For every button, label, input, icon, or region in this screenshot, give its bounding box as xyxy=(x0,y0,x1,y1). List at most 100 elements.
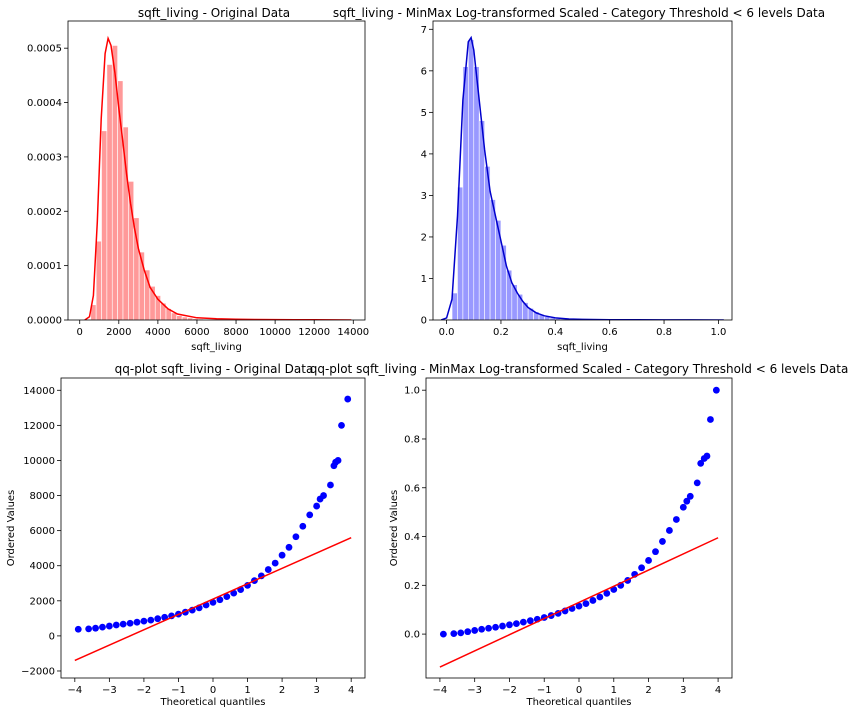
y-tick-label: 4 xyxy=(421,149,427,160)
x-tick-label: 3 xyxy=(680,685,686,696)
qq-point xyxy=(344,395,352,403)
histogram-bar xyxy=(176,315,183,320)
plot-area xyxy=(440,35,724,320)
y-tick-label: 8000 xyxy=(30,491,55,502)
x-tick-label: 12000 xyxy=(298,327,330,338)
y-tick-label: 14000 xyxy=(23,386,55,397)
y-tick-label: 2000 xyxy=(30,596,55,607)
histogram-bar xyxy=(506,269,513,320)
qq-point xyxy=(703,452,711,460)
x-tick-label: 4 xyxy=(348,685,354,696)
fit-line xyxy=(439,537,719,668)
qq-point xyxy=(693,479,701,487)
x-tick-label: 14000 xyxy=(337,327,369,338)
y-tick-label: 0.0001 xyxy=(27,261,62,272)
qq-point xyxy=(582,600,590,608)
x-tick-label: −4 xyxy=(433,685,448,696)
x-tick-label: 1.0 xyxy=(710,327,726,338)
qq-point xyxy=(119,620,127,628)
qq-point xyxy=(492,623,499,631)
histogram-bar xyxy=(468,39,475,320)
x-tick-label: 2 xyxy=(645,685,651,696)
y-tick-label: 0.0 xyxy=(404,630,420,641)
qq-point xyxy=(92,624,99,632)
histogram-bar xyxy=(133,217,140,320)
qq-point xyxy=(327,481,334,489)
x-tick-label: 0.4 xyxy=(547,327,563,338)
y-tick-label: 5 xyxy=(421,108,427,119)
qq-point xyxy=(264,566,272,573)
qq-point xyxy=(126,619,134,627)
qq-point xyxy=(147,616,155,624)
y-tick-label: 2 xyxy=(421,232,427,243)
qq-point xyxy=(306,511,314,519)
x-tick-label: 0.6 xyxy=(602,327,618,338)
y-tick-label: 4000 xyxy=(30,561,55,572)
x-tick-label: 4 xyxy=(715,685,721,696)
histogram-bar xyxy=(462,66,469,320)
y-tick-label: 7 xyxy=(421,25,427,36)
x-tick-label: 3 xyxy=(313,685,319,696)
qq-point xyxy=(575,602,583,610)
chart-p1: 0 2000 4000 6000 8000 10000 12000 14000 0.0000 0.… xyxy=(27,6,369,353)
x-tick-label: −3 xyxy=(102,685,117,696)
qq-point xyxy=(686,492,694,500)
y-tick-label: 0.4 xyxy=(404,532,420,543)
x-tick-label: 0 xyxy=(77,327,83,338)
x-tick-label: 6000 xyxy=(184,327,209,338)
histogram-bar xyxy=(181,316,188,320)
x-tick-label: −2 xyxy=(137,685,152,696)
qq-point xyxy=(154,615,162,623)
x-axis-label: Theoretical quantiles xyxy=(159,697,265,708)
qq-point xyxy=(666,527,673,534)
x-tick-label: 0.0 xyxy=(439,327,455,338)
chart-p2: 0.0 0.2 0.4 0.6 0.8 1.0 0 1 2 3 4 5 6 7 sqft_living - … xyxy=(333,6,825,353)
y-tick-label: 0.0002 xyxy=(27,207,62,218)
x-tick-label: −1 xyxy=(537,685,552,696)
x-axis-label: sqft_living xyxy=(557,342,608,353)
x-tick-label: 8000 xyxy=(223,327,248,338)
qq-point xyxy=(140,617,148,625)
chart-title: qq-plot sqft_living - Original Data xyxy=(115,362,314,376)
histogram-bar xyxy=(106,64,113,320)
qq-point xyxy=(672,516,680,523)
y-tick-label: 10000 xyxy=(23,456,55,467)
axes-frame xyxy=(432,20,733,321)
y-tick-label: 6000 xyxy=(30,526,55,537)
qq-point xyxy=(299,522,307,530)
plot-area xyxy=(439,386,720,668)
x-tick-label: −1 xyxy=(171,685,186,696)
qq-point xyxy=(464,628,472,636)
y-tick-label: 0.0005 xyxy=(27,44,62,55)
qq-point xyxy=(659,538,666,545)
kde-line xyxy=(84,35,352,320)
qq-point xyxy=(334,457,342,464)
qq-point xyxy=(74,625,82,633)
y-tick-label: 3 xyxy=(421,191,427,202)
histogram-bar xyxy=(478,120,485,320)
qq-point xyxy=(338,421,345,429)
qq-point xyxy=(133,618,141,626)
x-axis-label: Theoretical quantiles xyxy=(525,697,631,708)
axes-frame xyxy=(67,20,366,321)
qq-point xyxy=(645,557,652,564)
qq-point xyxy=(313,502,321,510)
chart-p3: −4 −3 −2 −1 0 1 2 3 4 −2000 0 2000 4000 6000 8000 10000… xyxy=(6,362,366,708)
y-axis-label: Ordered Values xyxy=(6,490,17,567)
qq-point xyxy=(457,629,465,637)
x-axis-label: sqft_living xyxy=(191,342,242,353)
y-tick-label: 0.8 xyxy=(404,434,420,445)
qq-point xyxy=(485,624,492,632)
qq-point xyxy=(499,622,506,630)
qq-point xyxy=(679,503,687,511)
x-tick-label: 2 xyxy=(279,685,285,696)
qq-point xyxy=(638,564,645,572)
y-tick-label: 0.2 xyxy=(404,581,420,592)
qq-point xyxy=(439,630,447,638)
qq-point xyxy=(223,593,231,600)
qq-point xyxy=(652,548,659,556)
histogram-bar xyxy=(95,240,102,320)
qq-point xyxy=(513,620,520,628)
qq-point xyxy=(478,625,486,633)
plot-area xyxy=(74,395,352,662)
